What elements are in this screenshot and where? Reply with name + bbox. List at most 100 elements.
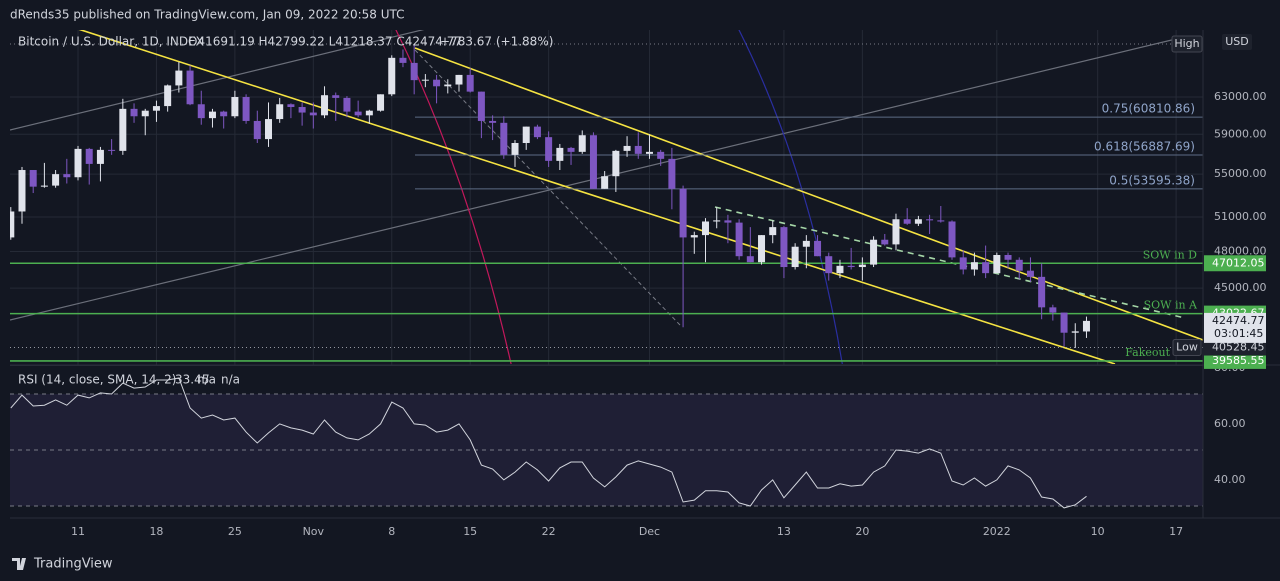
countdown: 03:01:45 (1214, 327, 1263, 340)
candle-body (645, 151, 653, 154)
legend-values: O41691.19 H42799.22 L41218.37 C42474.77 (188, 35, 462, 49)
candle-body (444, 84, 452, 87)
rsi-tick-label: 60.00 (1214, 417, 1246, 430)
candle-body (477, 91, 485, 121)
rsi-pane (10, 366, 1203, 518)
price-badge (1204, 339, 1266, 356)
candle-body (309, 112, 317, 116)
footer-bar (0, 548, 1280, 581)
x-tick-label: 2022 (983, 525, 1011, 538)
candle-body (892, 219, 900, 245)
candle-body (601, 176, 609, 189)
candle-body (814, 240, 822, 257)
trend-line (414, 49, 681, 326)
candle-body (802, 240, 810, 247)
candle-body (870, 239, 878, 265)
candle-body (332, 95, 340, 98)
candle-body (220, 111, 228, 117)
candle-body (433, 79, 441, 87)
candle-body (847, 265, 855, 268)
footer: TradingView (33, 557, 113, 572)
candle-body (108, 149, 116, 151)
candle-body (130, 108, 138, 117)
candle-body (354, 111, 362, 116)
candle-body (276, 104, 284, 120)
candles (10, 45, 1203, 362)
dashed-line (714, 206, 1186, 319)
candle-body (253, 120, 261, 140)
candle-body (724, 220, 732, 223)
candle-body (926, 219, 934, 221)
candle-body (735, 222, 743, 257)
x-tick-label: 8 (388, 525, 395, 538)
candle-body (265, 119, 273, 140)
candle-body (746, 256, 754, 263)
candle-body (74, 148, 82, 178)
candle-body (825, 256, 833, 274)
x-tick-label: 11 (71, 525, 85, 538)
candle-body (690, 235, 698, 238)
channel-line (78, 30, 1116, 364)
candle-body (500, 122, 508, 155)
candle-body (85, 148, 93, 164)
candle-body (1038, 276, 1046, 308)
candle-body (29, 170, 37, 187)
y-tick-label: 63000.00 (1214, 90, 1267, 103)
candle-body (489, 120, 497, 123)
rsi (10, 377, 1203, 509)
candle-body (399, 57, 407, 63)
candle-body (343, 97, 351, 112)
candle-body (545, 137, 553, 161)
trend-line (10, 30, 425, 131)
x-tick-label: 13 (777, 525, 791, 538)
rsi-tick-label: 40.00 (1214, 473, 1246, 486)
candle-body (10, 211, 15, 238)
candle-body (623, 145, 631, 151)
candle-body (982, 262, 990, 274)
candle-body (287, 104, 295, 108)
candle-body (365, 110, 373, 116)
price-badge (1204, 352, 1266, 369)
candle-body (634, 145, 642, 154)
candle-body (186, 70, 194, 105)
candle-body (881, 239, 889, 245)
candle-body (522, 126, 530, 143)
candle-body (578, 135, 586, 152)
candle-body (1049, 307, 1057, 313)
rsi-last: 33.45 (175, 373, 209, 387)
x-tick-label: 15 (463, 525, 477, 538)
candle-body (197, 104, 205, 119)
candle-body (533, 126, 541, 138)
candle-body (141, 110, 149, 117)
price-line-label: SOW in D (1143, 248, 1197, 261)
rsi-line (10, 377, 1087, 509)
arc (738, 30, 843, 364)
x-tick-label: 25 (228, 525, 242, 538)
price-line-label: SOW in A (1144, 299, 1198, 312)
x-tick-label: 10 (1091, 525, 1105, 538)
candle-body (377, 94, 385, 111)
currency: USD (1225, 35, 1249, 48)
x-tick-label: Dec (639, 525, 660, 538)
x-tick-label: 17 (1169, 525, 1183, 538)
price-line-label: Fakeout (1125, 346, 1170, 359)
price-badge (1204, 255, 1266, 272)
candle-body (18, 170, 26, 212)
candle-body (993, 255, 1001, 274)
candle-body (63, 174, 71, 178)
candle-body (858, 264, 866, 268)
candle-body (959, 257, 967, 270)
candle-body (836, 265, 844, 274)
y-tick-label: 45000.00 (1214, 281, 1267, 294)
candle-body (1082, 320, 1090, 332)
y-tick-label: 51000.00 (1214, 210, 1267, 223)
candle-body (388, 57, 396, 95)
candle-body (758, 235, 766, 263)
candle-body (52, 174, 60, 186)
candle-body (970, 262, 978, 270)
candle-body (914, 219, 922, 224)
candle-body (455, 74, 463, 85)
rsi-title: RSI (14, close, SMA, 14, 2) (18, 373, 176, 387)
candle-body (298, 107, 306, 113)
